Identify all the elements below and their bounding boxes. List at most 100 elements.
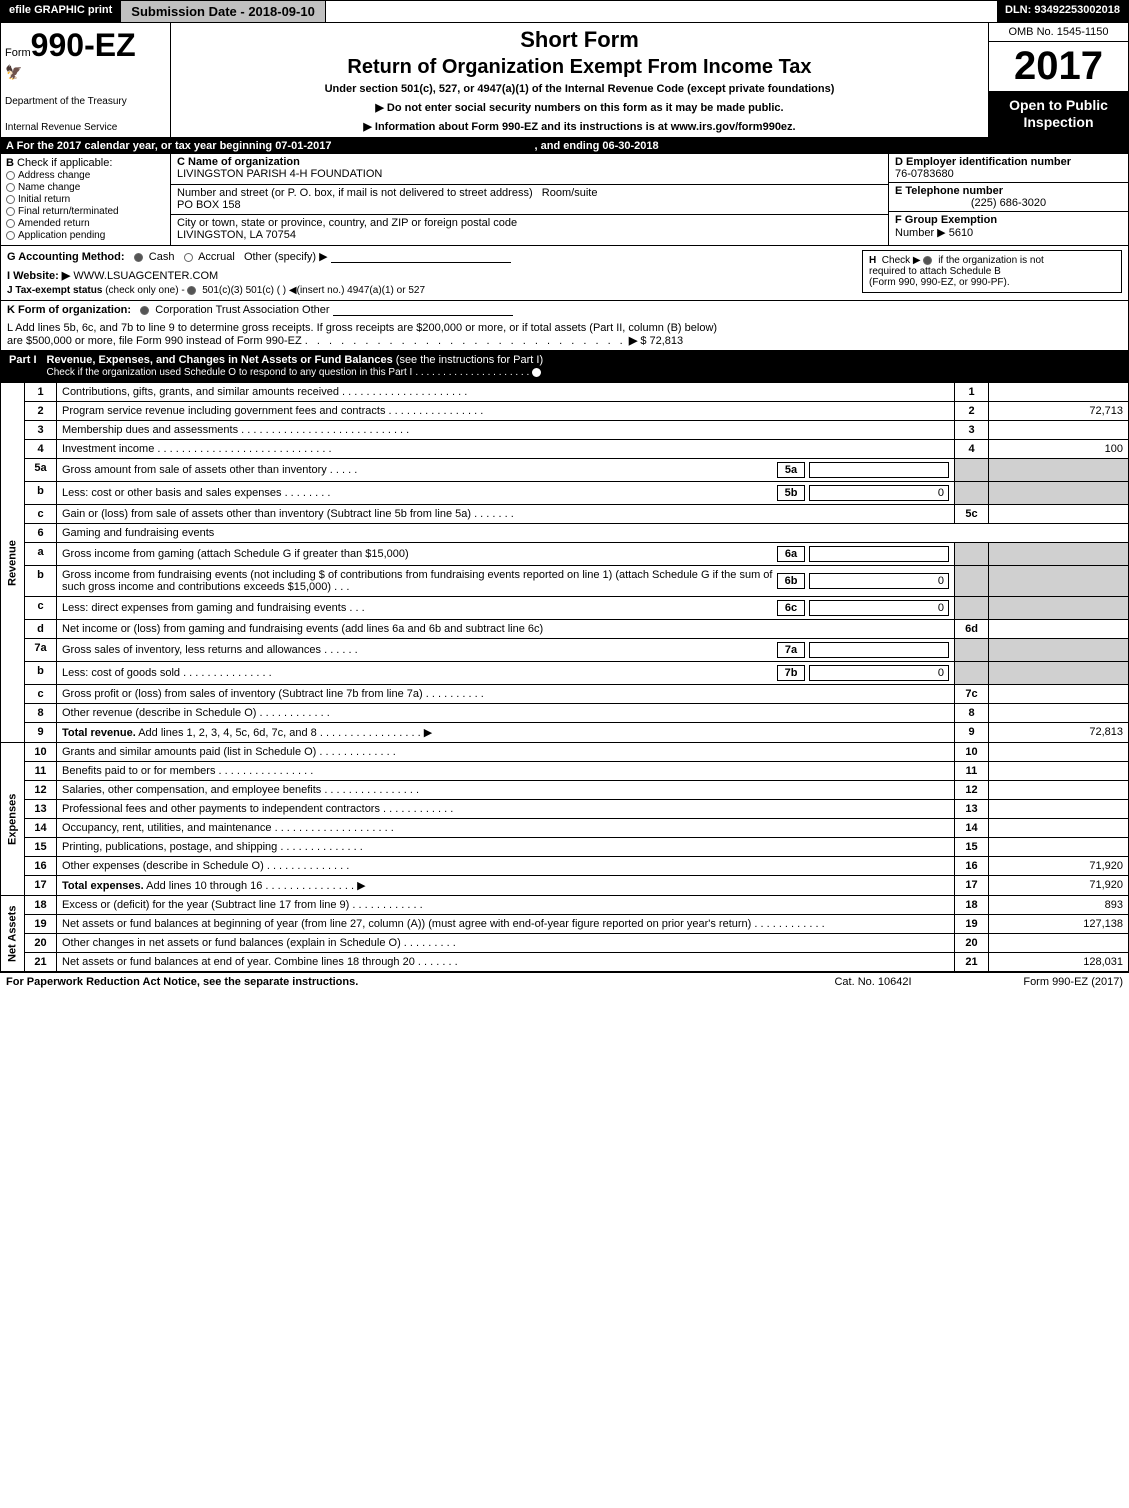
row-number: 12 — [25, 781, 57, 800]
line-value[interactable]: 893 — [989, 896, 1129, 915]
line-value[interactable]: 127,138 — [989, 915, 1129, 934]
efile-print-button[interactable]: efile GRAPHIC print — [1, 1, 120, 22]
line-value[interactable]: 71,920 — [989, 857, 1129, 876]
shaded-cell — [955, 597, 989, 620]
chk-application-pending[interactable]: Application pending — [6, 230, 165, 241]
row-description: Other changes in net assets or fund bala… — [57, 934, 955, 953]
line-value[interactable] — [989, 505, 1129, 524]
dept-irs: Internal Revenue Service — [5, 122, 166, 133]
l-arrow: ▶ — [629, 335, 637, 347]
line-value[interactable] — [989, 685, 1129, 704]
line-box-number: 20 — [955, 934, 989, 953]
part-1-paren: (see the instructions for Part I) — [396, 354, 543, 366]
line-value[interactable] — [989, 762, 1129, 781]
line-value[interactable]: 100 — [989, 440, 1129, 459]
part1-schedule-o-checkbox[interactable] — [532, 368, 541, 377]
row-description: Gain or (loss) from sale of assets other… — [57, 505, 955, 524]
line-value[interactable]: 71,920 — [989, 876, 1129, 896]
chk-corporation[interactable] — [140, 306, 149, 315]
chk-accrual[interactable] — [184, 253, 193, 262]
table-row: 14Occupancy, rent, utilities, and mainte… — [1, 819, 1129, 838]
line-value[interactable] — [989, 934, 1129, 953]
row-description: Membership dues and assessments . . . . … — [57, 421, 955, 440]
line-value[interactable]: 72,713 — [989, 402, 1129, 421]
l-dots: . . . . . . . . . . . . . . . . . . . . … — [305, 335, 626, 347]
chk-initial-return[interactable]: Initial return — [6, 194, 165, 205]
row-description: Net assets or fund balances at beginning… — [57, 915, 955, 934]
chk-501c3[interactable] — [187, 286, 196, 295]
row-number: 5a — [25, 459, 57, 482]
line-box-number: 1 — [955, 383, 989, 402]
sub-line-value[interactable]: 0 — [809, 485, 949, 501]
table-row: 5aGross amount from sale of assets other… — [1, 459, 1129, 482]
sub-line-value[interactable] — [809, 462, 949, 478]
chk-final-return[interactable]: Final return/terminated — [6, 206, 165, 217]
shaded-cell — [989, 459, 1129, 482]
row-description: Gross income from gaming (attach Schedul… — [57, 543, 955, 566]
row-number: 19 — [25, 915, 57, 934]
table-row: 11Benefits paid to or for members . . . … — [1, 762, 1129, 781]
table-row: 15Printing, publications, postage, and s… — [1, 838, 1129, 857]
org-city-value: LIVINGSTON, LA 70754 — [177, 229, 296, 241]
h-not-required: if the organization is not — [938, 255, 1044, 266]
part-1-header: Part I Revenue, Expenses, and Changes in… — [0, 351, 1129, 382]
h-schedule-b: required to attach Schedule B — [869, 266, 1001, 277]
sub-line-value[interactable] — [809, 546, 949, 562]
line-value[interactable] — [989, 838, 1129, 857]
sub-line-number: 5b — [777, 485, 805, 501]
row-number: 3 — [25, 421, 57, 440]
line-value[interactable] — [989, 743, 1129, 762]
line-a-prefix: A For the 2017 calendar year, or tax yea… — [6, 140, 331, 152]
chk-cash[interactable] — [134, 253, 143, 262]
sub-line-number: 6b — [777, 573, 805, 589]
line-value[interactable] — [989, 704, 1129, 723]
row-number: 4 — [25, 440, 57, 459]
other-specify-input[interactable] — [331, 251, 511, 263]
line-box-number: 4 — [955, 440, 989, 459]
line-value[interactable] — [989, 620, 1129, 639]
f-number-label: Number ▶ — [895, 227, 946, 239]
sub-line-value[interactable]: 0 — [809, 600, 949, 616]
part-1-num: Part I — [9, 354, 37, 378]
table-row: aGross income from gaming (attach Schedu… — [1, 543, 1129, 566]
sub-line-value[interactable] — [809, 642, 949, 658]
line-value[interactable] — [989, 819, 1129, 838]
line-value[interactable]: 72,813 — [989, 723, 1129, 743]
org-address-row: Number and street (or P. O. box, if mail… — [171, 185, 888, 216]
line-value[interactable] — [989, 781, 1129, 800]
row-description: Total expenses. Add lines 10 through 16 … — [57, 876, 955, 896]
row-number: 6 — [25, 524, 57, 543]
irs-eagle-icon: 🦅 — [5, 64, 166, 81]
org-city-row: City or town, state or province, country… — [171, 215, 888, 245]
table-row: 12Salaries, other compensation, and empl… — [1, 781, 1129, 800]
line-value[interactable] — [989, 800, 1129, 819]
sub-line-value[interactable]: 0 — [809, 665, 949, 681]
line-value[interactable] — [989, 383, 1129, 402]
row-description: Less: cost or other basis and sales expe… — [57, 482, 955, 505]
row-description: Grants and similar amounts paid (list in… — [57, 743, 955, 762]
dln-label: DLN: 93492253002018 — [997, 1, 1128, 22]
row-number: 13 — [25, 800, 57, 819]
row-number: 20 — [25, 934, 57, 953]
line-box-number: 21 — [955, 953, 989, 972]
right-header-cell: OMB No. 1545-1150 2017 Open to Public In… — [988, 23, 1128, 137]
footer-form: Form 990-EZ (2017) — [973, 976, 1123, 988]
line-value[interactable] — [989, 421, 1129, 440]
table-row: 8Other revenue (describe in Schedule O) … — [1, 704, 1129, 723]
dept-treasury: Department of the Treasury — [5, 96, 166, 107]
line-value[interactable]: 128,031 — [989, 953, 1129, 972]
chk-address-change[interactable]: Address change — [6, 170, 165, 181]
form-number-cell: Form990-EZ 🦅 Department of the Treasury … — [1, 23, 171, 137]
h-checkbox[interactable] — [923, 256, 932, 265]
table-row: 3Membership dues and assessments . . . .… — [1, 421, 1129, 440]
submission-date-button[interactable]: Submission Date - 2018-09-10 — [120, 1, 326, 22]
notice-ssn: ▶ Do not enter social security numbers o… — [179, 101, 980, 114]
row-description: Excess or (deficit) for the year (Subtra… — [57, 896, 955, 915]
l-text2: are $500,000 or more, file Form 990 inst… — [7, 335, 302, 347]
k-other-input[interactable] — [333, 304, 513, 316]
table-row: 4Investment income . . . . . . . . . . .… — [1, 440, 1129, 459]
org-address-value: PO BOX 158 — [177, 199, 241, 211]
sub-line-value[interactable]: 0 — [809, 573, 949, 589]
chk-amended-return[interactable]: Amended return — [6, 218, 165, 229]
chk-name-change[interactable]: Name change — [6, 182, 165, 193]
